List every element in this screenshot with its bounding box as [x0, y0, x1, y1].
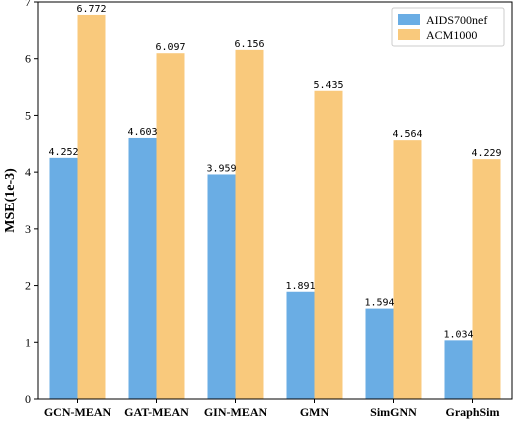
data-labels-layer: 4.252 6.772 4.603 6.097 3.959 6.156 1.891 5.435…	[48, 4, 501, 340]
bar-aids700nef-gat-mean	[128, 137, 157, 399]
bar-acm1000-graphsim	[472, 159, 501, 399]
y-tick-label-4: 4	[25, 165, 31, 179]
data-label-acm1000-gat-mean: 6.097	[155, 42, 185, 53]
data-label-acm1000-gin-mean: 6.156	[234, 39, 264, 50]
legend-swatch-aids700nef	[398, 14, 420, 25]
data-label-aids700nef-gat-mean: 4.603	[127, 127, 157, 138]
bar-aids700nef-simgnn	[365, 308, 394, 399]
data-label-aids700nef-gmn: 1.891	[285, 281, 315, 292]
y-tick-label-5: 5	[25, 108, 31, 122]
legend-label-acm1000: ACM1000	[426, 28, 477, 42]
data-label-acm1000-gmn: 5.435	[313, 80, 343, 91]
x-tick-label-gcn-mean: GCN-MEAN	[44, 405, 112, 419]
legend-swatch-acm1000	[398, 29, 420, 40]
data-label-aids700nef-simgnn: 1.594	[364, 298, 394, 309]
data-label-aids700nef-gin-mean: 3.959	[206, 163, 236, 174]
y-tick-label-1: 1	[25, 335, 31, 349]
x-tick-label-graphsim: GraphSim	[445, 405, 499, 419]
bars-layer	[49, 14, 501, 400]
bar-aids700nef-gcn-mean	[49, 157, 78, 399]
y-tick-label-2: 2	[25, 279, 31, 293]
bar-acm1000-gmn	[314, 90, 343, 399]
bar-aids700nef-graphsim	[444, 340, 473, 399]
data-label-acm1000-gcn-mean: 6.772	[76, 4, 106, 15]
x-axis-ticks: GCN-MEAN GAT-MEAN GIN-MEAN GMN SimGNN GraphSi…	[44, 399, 500, 419]
x-tick-label-gmn: GMN	[300, 405, 330, 419]
bar-acm1000-gcn-mean	[77, 14, 106, 400]
bar-acm1000-simgnn	[393, 140, 422, 399]
data-label-aids700nef-graphsim: 1.034	[443, 329, 473, 340]
y-axis-ticks: 0 1 2 3 4 5 6 7	[25, 0, 38, 406]
y-tick-label-3: 3	[25, 222, 31, 236]
bar-acm1000-gat-mean	[156, 53, 185, 399]
bar-acm1000-gin-mean	[235, 49, 264, 400]
x-tick-label-gin-mean: GIN-MEAN	[204, 405, 268, 419]
y-tick-label-6: 6	[25, 52, 31, 66]
bar-aids700nef-gin-mean	[207, 174, 236, 399]
y-tick-label-7: 7	[25, 0, 31, 9]
bar-aids700nef-gmn	[286, 291, 315, 399]
y-tick-label-0: 0	[25, 392, 31, 406]
plot-frame	[37, 1, 513, 400]
data-label-acm1000-graphsim: 4.229	[471, 148, 501, 159]
y-axis-label: MSE(1e-3)	[3, 168, 18, 233]
legend-label-aids700nef: AIDS700nef	[426, 13, 487, 27]
data-label-acm1000-simgnn: 4.564	[392, 129, 422, 140]
x-tick-label-gat-mean: GAT-MEAN	[124, 405, 189, 419]
data-label-aids700nef-gcn-mean: 4.252	[48, 147, 78, 158]
x-tick-label-simgnn: SimGNN	[370, 405, 417, 419]
